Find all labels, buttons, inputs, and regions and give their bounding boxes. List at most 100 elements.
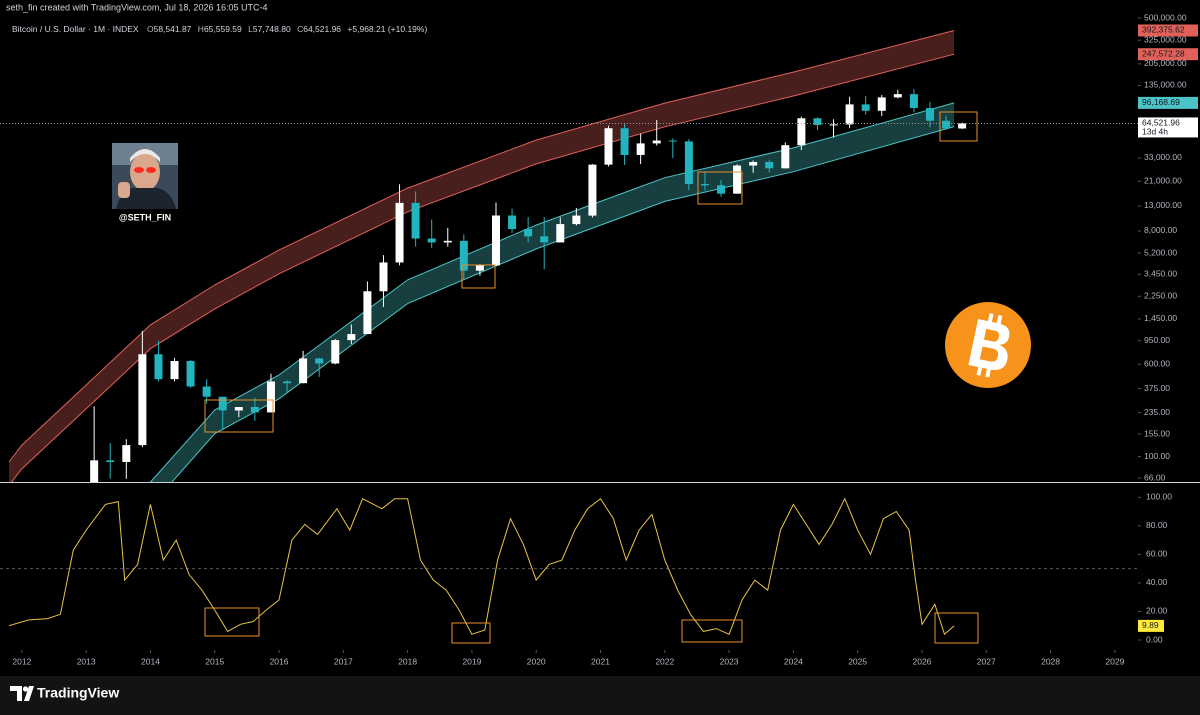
y-tick-label: 60.00 — [1146, 549, 1168, 559]
ohlc-key: C — [297, 24, 303, 34]
avatar-caption-bg — [112, 209, 178, 227]
last-price-box — [1138, 117, 1198, 138]
candle-body — [700, 184, 709, 186]
candle-body — [604, 128, 613, 165]
avatar-eye — [146, 167, 156, 173]
x-tick-label: 2020 — [527, 656, 546, 666]
y-tick-label: 8,000.00 — [1144, 225, 1177, 235]
y-tick-label: 13,000.00 — [1144, 200, 1182, 210]
x-tick-label: 2013 — [77, 656, 96, 666]
candle-body — [765, 162, 774, 169]
candle-body — [475, 265, 484, 271]
ohlc-key: H — [198, 24, 204, 34]
candle-body — [572, 215, 581, 225]
ohlc-value: 65,559.59 — [204, 24, 242, 34]
current-value-box — [1138, 619, 1164, 632]
x-tick-label: 2021 — [591, 656, 610, 666]
avatar-eye — [134, 167, 144, 173]
highlight-box — [204, 607, 260, 637]
x-tick-label: 2023 — [720, 656, 739, 666]
band-price-box — [1138, 24, 1198, 37]
candle-body — [925, 108, 934, 121]
y-tick-label: 2,250.00 — [1144, 291, 1177, 301]
band-price-label: 247,572.28 — [1142, 48, 1185, 58]
candle-body — [540, 236, 549, 243]
x-tick-label: 2029 — [1105, 656, 1124, 666]
candle-body — [942, 120, 951, 129]
logo-stroke — [985, 366, 992, 378]
candle-body — [556, 224, 565, 243]
y-tick-label: 5,200.00 — [1144, 247, 1177, 257]
band-upper — [149, 102, 955, 482]
candle-body — [749, 162, 758, 166]
candle-body — [958, 123, 967, 129]
x-tick-label: 2018 — [398, 656, 417, 666]
y-tick-label: 1,450.00 — [1144, 313, 1177, 323]
candle-body — [797, 118, 806, 146]
brand: TradingView — [37, 685, 119, 701]
highlight-box — [204, 399, 274, 433]
x-tick-label: 2028 — [1041, 656, 1060, 666]
candle-body — [620, 128, 629, 155]
band-price-label: 392,375.62 — [1142, 25, 1185, 35]
candle-body — [283, 381, 292, 384]
y-tick-label: 80.00 — [1146, 520, 1168, 530]
candle-body — [331, 340, 340, 364]
footer-logo: TradingView — [10, 685, 119, 701]
candle-body — [893, 94, 902, 98]
logo-dot — [22, 686, 29, 692]
y-tick-label: 325,000.00 — [1144, 34, 1187, 44]
candle-body — [524, 229, 533, 237]
logo-stroke — [976, 365, 983, 376]
highlight-box — [697, 171, 743, 205]
candle-body — [909, 94, 918, 109]
x-tick-label: 2022 — [655, 656, 674, 666]
y-tick-label: 20.00 — [1146, 606, 1168, 616]
candle-body — [781, 145, 790, 169]
logo-stroke — [996, 315, 1003, 326]
ohlc-value: 64,521.96 — [303, 24, 341, 34]
ohlc-value: 57,748.80 — [253, 24, 291, 34]
candle-body — [668, 140, 677, 142]
axes: 392,375.62247,572.2896,168.6960,678.3450… — [12, 12, 1198, 666]
candle-body — [395, 202, 404, 263]
candle-body — [845, 104, 854, 125]
candle-body — [861, 104, 870, 111]
y-tick-label: 155.00 — [1144, 428, 1170, 438]
x-tick-label: 2019 — [462, 656, 481, 666]
candle-body — [218, 396, 227, 411]
x-tick-label: 2017 — [334, 656, 353, 666]
ohlc-value: 58,541.87 — [154, 24, 192, 34]
change: +5,968.21 (+10.19%) — [347, 24, 427, 34]
avatar: @SETH_FIN — [112, 143, 178, 227]
highlight-box — [681, 619, 743, 643]
y-tick-label: 0.00 — [1146, 634, 1163, 644]
annotation-boxes — [204, 111, 979, 644]
avatar-hair — [130, 149, 160, 162]
candle-body — [363, 291, 372, 335]
band-lower — [171, 126, 955, 482]
candle-body — [459, 240, 468, 271]
candle-body — [122, 445, 131, 463]
y-tick-label: 100.00 — [1144, 451, 1170, 461]
x-tick-label: 2027 — [977, 656, 996, 666]
x-tick-label: 2016 — [270, 656, 289, 666]
candle-body — [154, 354, 163, 380]
y-tick-label: 600.00 — [1144, 359, 1170, 369]
candle-body — [717, 185, 726, 194]
candle-body — [411, 202, 420, 239]
footer-bar — [0, 676, 1200, 715]
candle-body — [315, 358, 324, 364]
x-tick-label: 2012 — [12, 656, 31, 666]
x-tick-label: 2026 — [913, 656, 932, 666]
band-price-label: 96,168.69 — [1142, 97, 1180, 107]
avatar-hand — [118, 182, 130, 198]
current-value-label: 9.89 — [1142, 620, 1159, 630]
symbol: Bitcoin / U.S. Dollar · 1M · INDEX — [12, 24, 139, 34]
candle-body — [266, 381, 275, 413]
highlight-box — [934, 612, 979, 644]
candle-body — [508, 215, 517, 230]
y-tick-label: 33,000.00 — [1144, 152, 1182, 162]
y-tick-label: 135,000.00 — [1144, 80, 1187, 90]
